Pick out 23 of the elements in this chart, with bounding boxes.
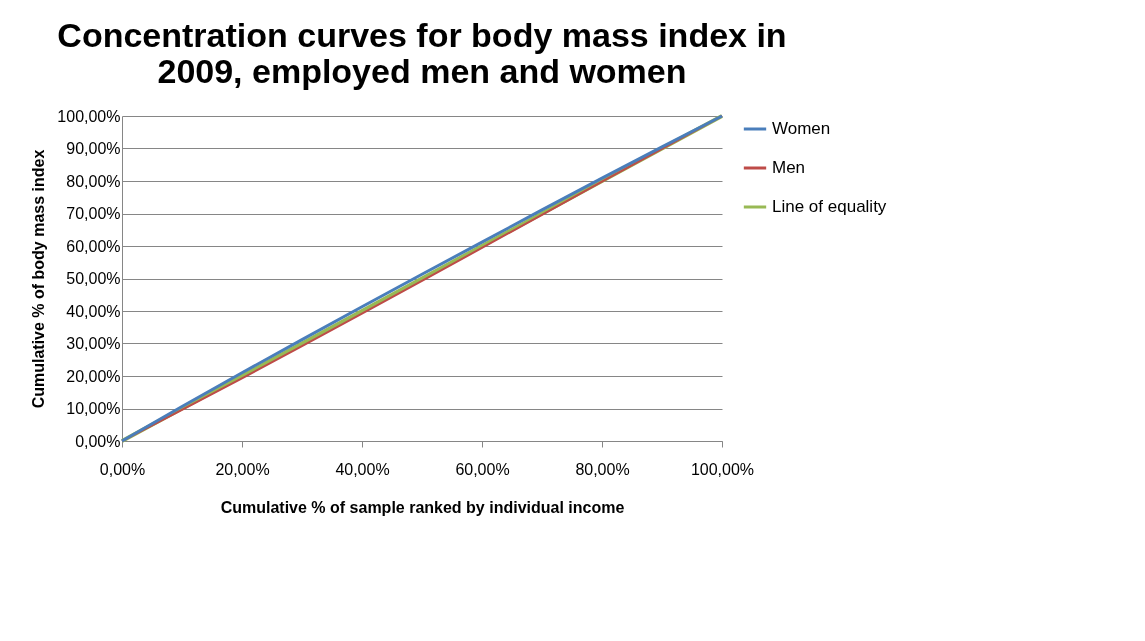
- y-axis-title: Cumulative % of body mass index: [30, 149, 48, 409]
- x-tick-label: 40,00%: [335, 460, 390, 478]
- legend-label: Men: [772, 158, 806, 177]
- text: Concentration curves for body mass index in: [57, 16, 787, 54]
- y-tick-label: 30,00%: [66, 335, 121, 352]
- x-tick-label: 80,00%: [575, 460, 630, 478]
- y-tick-label: 10,00%: [66, 400, 121, 417]
- x-tick-label: 60,00%: [455, 460, 510, 478]
- y-tick-label: 100,00%: [57, 107, 121, 125]
- x-tick-label: 0,00%: [99, 460, 146, 478]
- y-tick-label: 40,00%: [66, 302, 121, 320]
- y-tick-label: 80,00%: [66, 172, 121, 190]
- x-tick-label: 100,00%: [690, 460, 755, 478]
- x-tick-label: 20,00%: [215, 460, 270, 478]
- y-tick-label: 70,00%: [66, 205, 121, 222]
- y-tick-label: 60,00%: [66, 237, 121, 255]
- y-tick-label: 90,00%: [66, 140, 121, 157]
- legend-label: Line of equality: [772, 197, 887, 216]
- y-tick-label: 20,00%: [66, 367, 121, 385]
- x-axis-title: Cumulative % of sample ranked by individual income: [220, 498, 625, 516]
- legend-label: Women: [772, 119, 831, 138]
- y-tick-label: 0,00%: [75, 432, 121, 450]
- y-tick-label: 50,00%: [66, 270, 121, 287]
